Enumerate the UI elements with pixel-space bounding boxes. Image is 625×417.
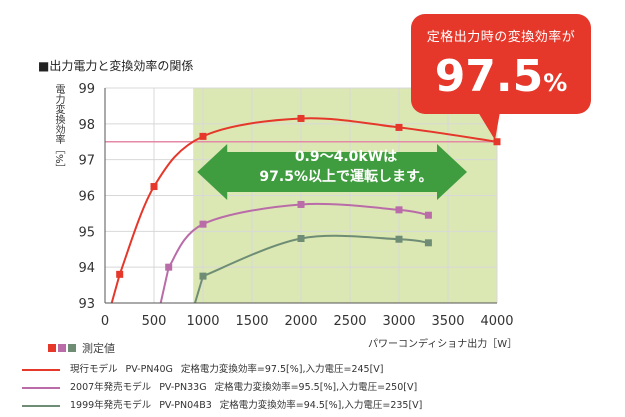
x-tick-label: 3000 (382, 314, 415, 329)
data-point-1 (165, 263, 173, 271)
y-tick-label: 98 (78, 118, 95, 133)
data-point-0 (297, 114, 305, 122)
data-point-1 (199, 220, 207, 228)
legend-row-2007: 2007年発売モデル PV-PN33G 定格電力変換効率=95.5[%],入力電圧=… (22, 379, 417, 393)
data-point-2 (297, 235, 305, 242)
banner-line-1: 0.9～4.0kWは (294, 149, 398, 165)
series-line-2 (202, 234, 429, 278)
x-tick-label: 1500 (235, 314, 268, 329)
series-tail-0 (110, 274, 121, 304)
y-tick-label: 95 (78, 225, 95, 240)
data-point-1 (395, 206, 403, 214)
y-tick-label: 96 (78, 190, 95, 205)
callout-text: 定格出力時の変換効率が (426, 30, 576, 45)
y-tick-label: 97 (78, 154, 95, 169)
data-point-0 (395, 123, 403, 131)
range-banner: 0.9～4.0kWは 97.5%以上で運転します。 (226, 147, 466, 187)
rated-efficiency-callout: 定格出力時の変換効率が 97.5% (411, 14, 591, 114)
x-tick-label: 2500 (333, 314, 366, 329)
x-tick-label: 2000 (284, 314, 317, 329)
y-tick-label: 93 (78, 297, 95, 312)
series-tail-2 (194, 275, 204, 304)
data-point-1 (297, 200, 305, 208)
data-point-0 (150, 183, 158, 191)
series-tail-1 (159, 266, 170, 304)
legend-title: 測定値 (48, 340, 115, 356)
data-point-1 (424, 211, 432, 219)
data-point-0 (199, 132, 207, 140)
x-tick-label: 3500 (431, 314, 464, 329)
x-tick-label: 0 (101, 314, 109, 329)
data-point-0 (493, 138, 501, 146)
callout-value: 97.5% (434, 51, 568, 102)
data-point-0 (116, 270, 124, 278)
data-point-2 (424, 239, 432, 247)
banner-line-2: 97.5%以上で運転します。 (259, 169, 433, 185)
legend-row-1999: 1999年発売モデル PV-PN04B3 定格電力変換効率=94.5[%],入力電圧… (22, 397, 422, 411)
data-point-2 (395, 235, 403, 243)
legend-row-current: 現行モデル PV-PN40G 定格電力変換効率=97.5[%],入力電圧=245[V… (22, 361, 383, 375)
x-axis-label: パワーコンディショナ出力［W］ (368, 339, 518, 350)
y-axis-label: 電力変換効率［%］ (53, 84, 64, 174)
y-tick-label: 94 (78, 261, 95, 276)
page-title: ■出力電力と変換効率の関係 (38, 59, 194, 73)
x-tick-label: 500 (142, 314, 167, 329)
data-point-2 (199, 272, 207, 280)
series-line-0 (118, 117, 498, 275)
range-arrow (197, 144, 467, 200)
y-tick-label: 99 (78, 82, 95, 97)
x-tick-label: 4000 (480, 314, 513, 329)
x-tick-label: 1000 (186, 314, 219, 329)
